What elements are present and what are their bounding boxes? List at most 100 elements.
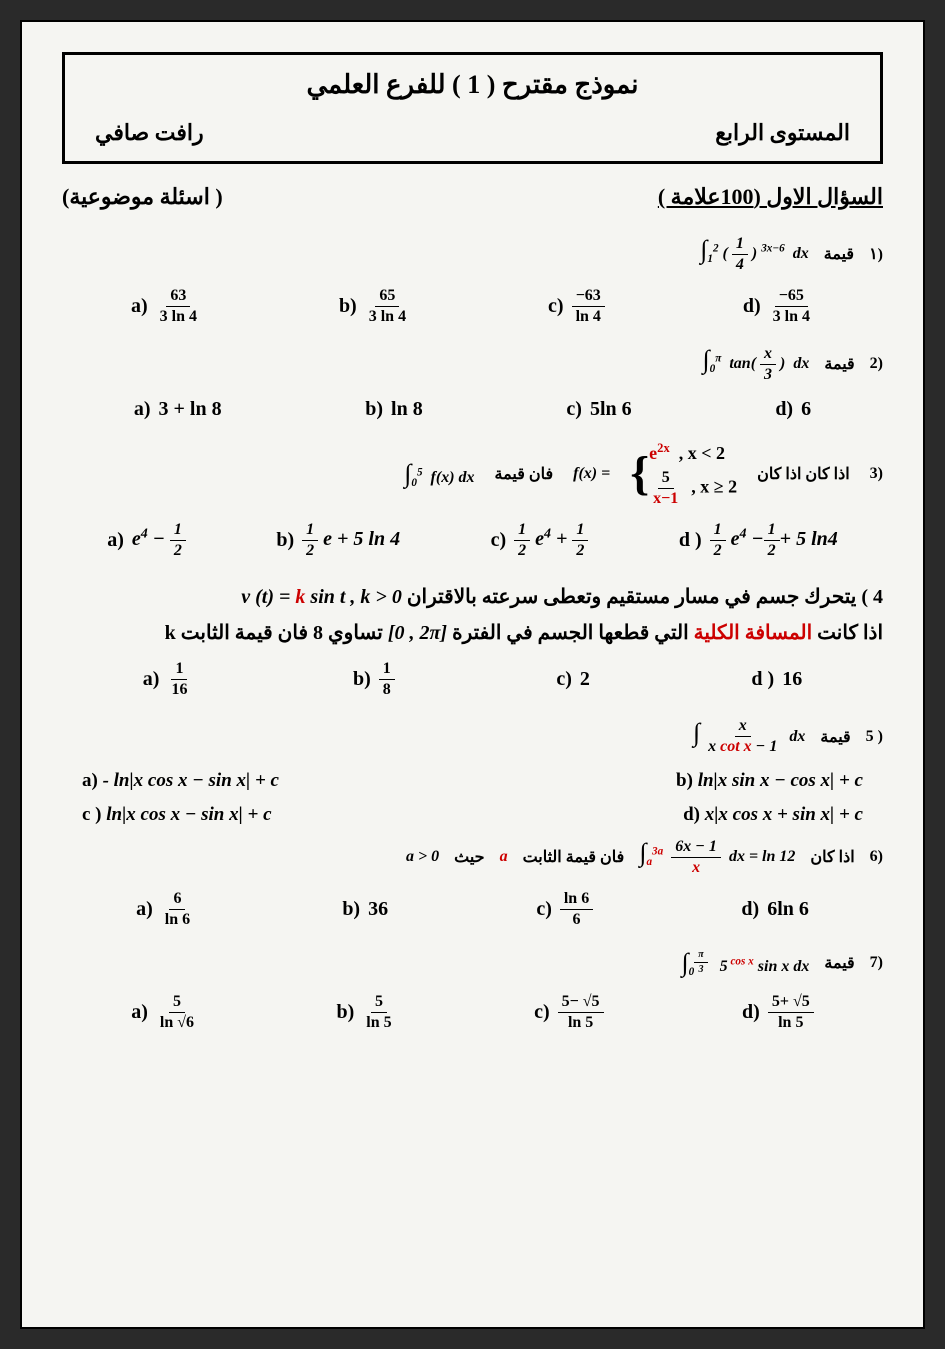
q2-d: 6 [801, 398, 811, 421]
brace-icon: { [630, 450, 649, 498]
q1-a-num: 63 [166, 288, 190, 307]
q3-c-plus: + [551, 528, 572, 550]
q2-tan: tan( [729, 355, 756, 372]
q2-c: 5ln 6 [590, 398, 632, 421]
q3-c-exp: 4 [544, 526, 551, 541]
q7-b-num: 5 [371, 994, 387, 1013]
exam-page: نموذج مقترح ( 1 ) للفرع العلمي المستوى ا… [20, 20, 925, 1329]
q5-cot: cot x [720, 738, 752, 755]
q4-eq: v (t) = [241, 586, 295, 608]
q3-c-d2: 2 [572, 541, 588, 559]
q1-line: ∫12 ( 14 ) 3x−6 dx قيمة ١) [62, 235, 883, 273]
q2-a-label: a) [134, 398, 151, 421]
q3-p1-cond: , x < 2 [679, 443, 725, 463]
q3-p2-cond: , x ≥ 2 [691, 476, 737, 496]
q3-p2-num: 5 [658, 470, 674, 489]
section-row: السؤال الاول (100علامة ) ( اسئلة موضوعية… [62, 184, 883, 210]
q6-b: 36 [368, 898, 388, 921]
q7-a-label: a) [131, 1001, 148, 1024]
q4-a-num: 1 [171, 661, 187, 680]
section-title: السؤال الاول (100علامة ) [658, 184, 883, 210]
q4-l2-post: تساوي 8 فان قيمة الثابت k [165, 622, 388, 644]
q4-sint: sin t , k > 0 [305, 586, 401, 608]
q4-text: 4 ) يتحرك جسم في مسار مستقيم وتعطى سرعته… [62, 579, 883, 651]
q5-options: a) - ln|x cos x − sin x| + c b) ln|x sin… [62, 770, 883, 826]
q1-a-den: 3 ln 4 [156, 307, 201, 325]
q4-c-label: c) [556, 668, 572, 691]
q6-cond: a > 0 [406, 848, 439, 866]
q6-c-num: ln 6 [560, 891, 593, 910]
q3-c-n1: 1 [514, 522, 530, 541]
level-label: المستوى الرابع [715, 120, 850, 146]
q2-b: ln 8 [391, 398, 423, 421]
q6-d: 6ln 6 [767, 898, 809, 921]
q5-b: ln|x sin x − cos x| + c [693, 770, 863, 791]
q3-b-label: b) [276, 529, 294, 552]
q5-int: ∫ [693, 718, 700, 747]
q3-d-minus: − [747, 528, 764, 550]
q4-b-label: b) [353, 668, 371, 691]
q7-cosx: cos x [728, 956, 754, 968]
q7-options: a)5ln √6 b)5ln 5 c)5− √5ln 5 d)5+ √5ln 5 [62, 994, 883, 1031]
q6-c-den: 6 [569, 910, 585, 928]
q7-up-den: 3 [694, 963, 707, 975]
q7-d-den: ln 5 [774, 1013, 807, 1031]
q1-b-num: 65 [375, 288, 399, 307]
q6-options: a)6ln 6 b)36 c)ln 66 d)6ln 6 [62, 891, 883, 928]
q2-num: 2) [870, 355, 883, 373]
q5-c-label: c ) [82, 804, 102, 825]
q3-line: ∫05 f(x) dx فان قيمة f(x) = { e2x , x < … [62, 441, 883, 507]
q2-line: ∫0π tan( x3 ) dx قيمة 2) [62, 345, 883, 383]
q7-label: قيمة [824, 953, 854, 973]
q4-options: a)116 b)18 c)2 d )16 [62, 661, 883, 698]
q1-c-label: c) [548, 295, 564, 318]
subtitle-row: المستوى الرابع رافت صافي [85, 120, 860, 146]
q6-b-label: b) [342, 898, 360, 921]
q3-e-exp: 2x [657, 441, 670, 455]
q5-dx: dx [789, 728, 805, 745]
q3-fx: f(x) = [573, 465, 610, 483]
q6-a-num: 6 [169, 891, 185, 910]
q3-b-den: 2 [302, 541, 318, 559]
q2-close: ) [780, 355, 785, 372]
q3-d-label: d ) [679, 529, 702, 552]
q7-d-label: d) [742, 1001, 760, 1024]
q3-text1: اذا كان اذا كان [757, 464, 850, 484]
q6-dx: dx [729, 848, 745, 865]
q3-a-num: 1 [170, 522, 186, 541]
q4-b-num: 1 [379, 661, 395, 680]
q1-b-den: 3 ln 4 [365, 307, 410, 325]
q3-options: a)e4 − 12 b)12 e + 5 ln 4 c)12 e4 + 12 d… [62, 522, 883, 559]
q5-a: - ln|x cos x − sin x| + c [98, 770, 279, 791]
q6-c-label: c) [536, 898, 552, 921]
q3-num: 3) [870, 465, 883, 483]
q4-l1-pre: 4 ) يتحرك جسم في مسار مستقيم وتعطى سرعته… [402, 586, 883, 608]
q7-d-num: 5+ √5 [768, 994, 814, 1013]
q2-dx: dx [793, 355, 809, 372]
q1-exp: 3x−6 [761, 243, 785, 255]
q6-fden: x [688, 858, 704, 876]
q5-line: ∫ xx cot x − 1 dx قيمة 5 ) [62, 718, 883, 756]
q2-a: 3 + ln 8 [159, 398, 222, 421]
q3-a-den: 2 [170, 541, 186, 559]
q3-e: e [649, 443, 657, 463]
q3-p2-den: x−1 [649, 489, 682, 507]
q6-fnum: 6x − 1 [671, 839, 721, 858]
q5-c: ln|x cos x − sin x| + c [102, 804, 272, 825]
q3-lower: 0 [411, 477, 417, 489]
q1-d-num: −65 [775, 288, 808, 307]
q3-d-rest: + 5 ln4 [780, 528, 838, 550]
q2-den: 3 [760, 365, 776, 383]
q1-a-label: a) [131, 295, 148, 318]
q3-a-rest: − [148, 528, 170, 550]
q1-label: قيمة [824, 244, 854, 264]
q2-b-label: b) [365, 398, 383, 421]
q6-eq: = ln 12 [745, 848, 795, 865]
q1-d-label: d) [743, 295, 761, 318]
q3-upper: 5 [417, 466, 423, 478]
q5-label: قيمة [820, 727, 850, 747]
q3-c-e: e [530, 528, 544, 550]
q7-c-num: 5− √5 [558, 994, 604, 1013]
q4-d: 16 [782, 668, 802, 691]
q3-piecewise: { e2x , x < 2 5x−1 , x ≥ 2 [630, 441, 737, 507]
